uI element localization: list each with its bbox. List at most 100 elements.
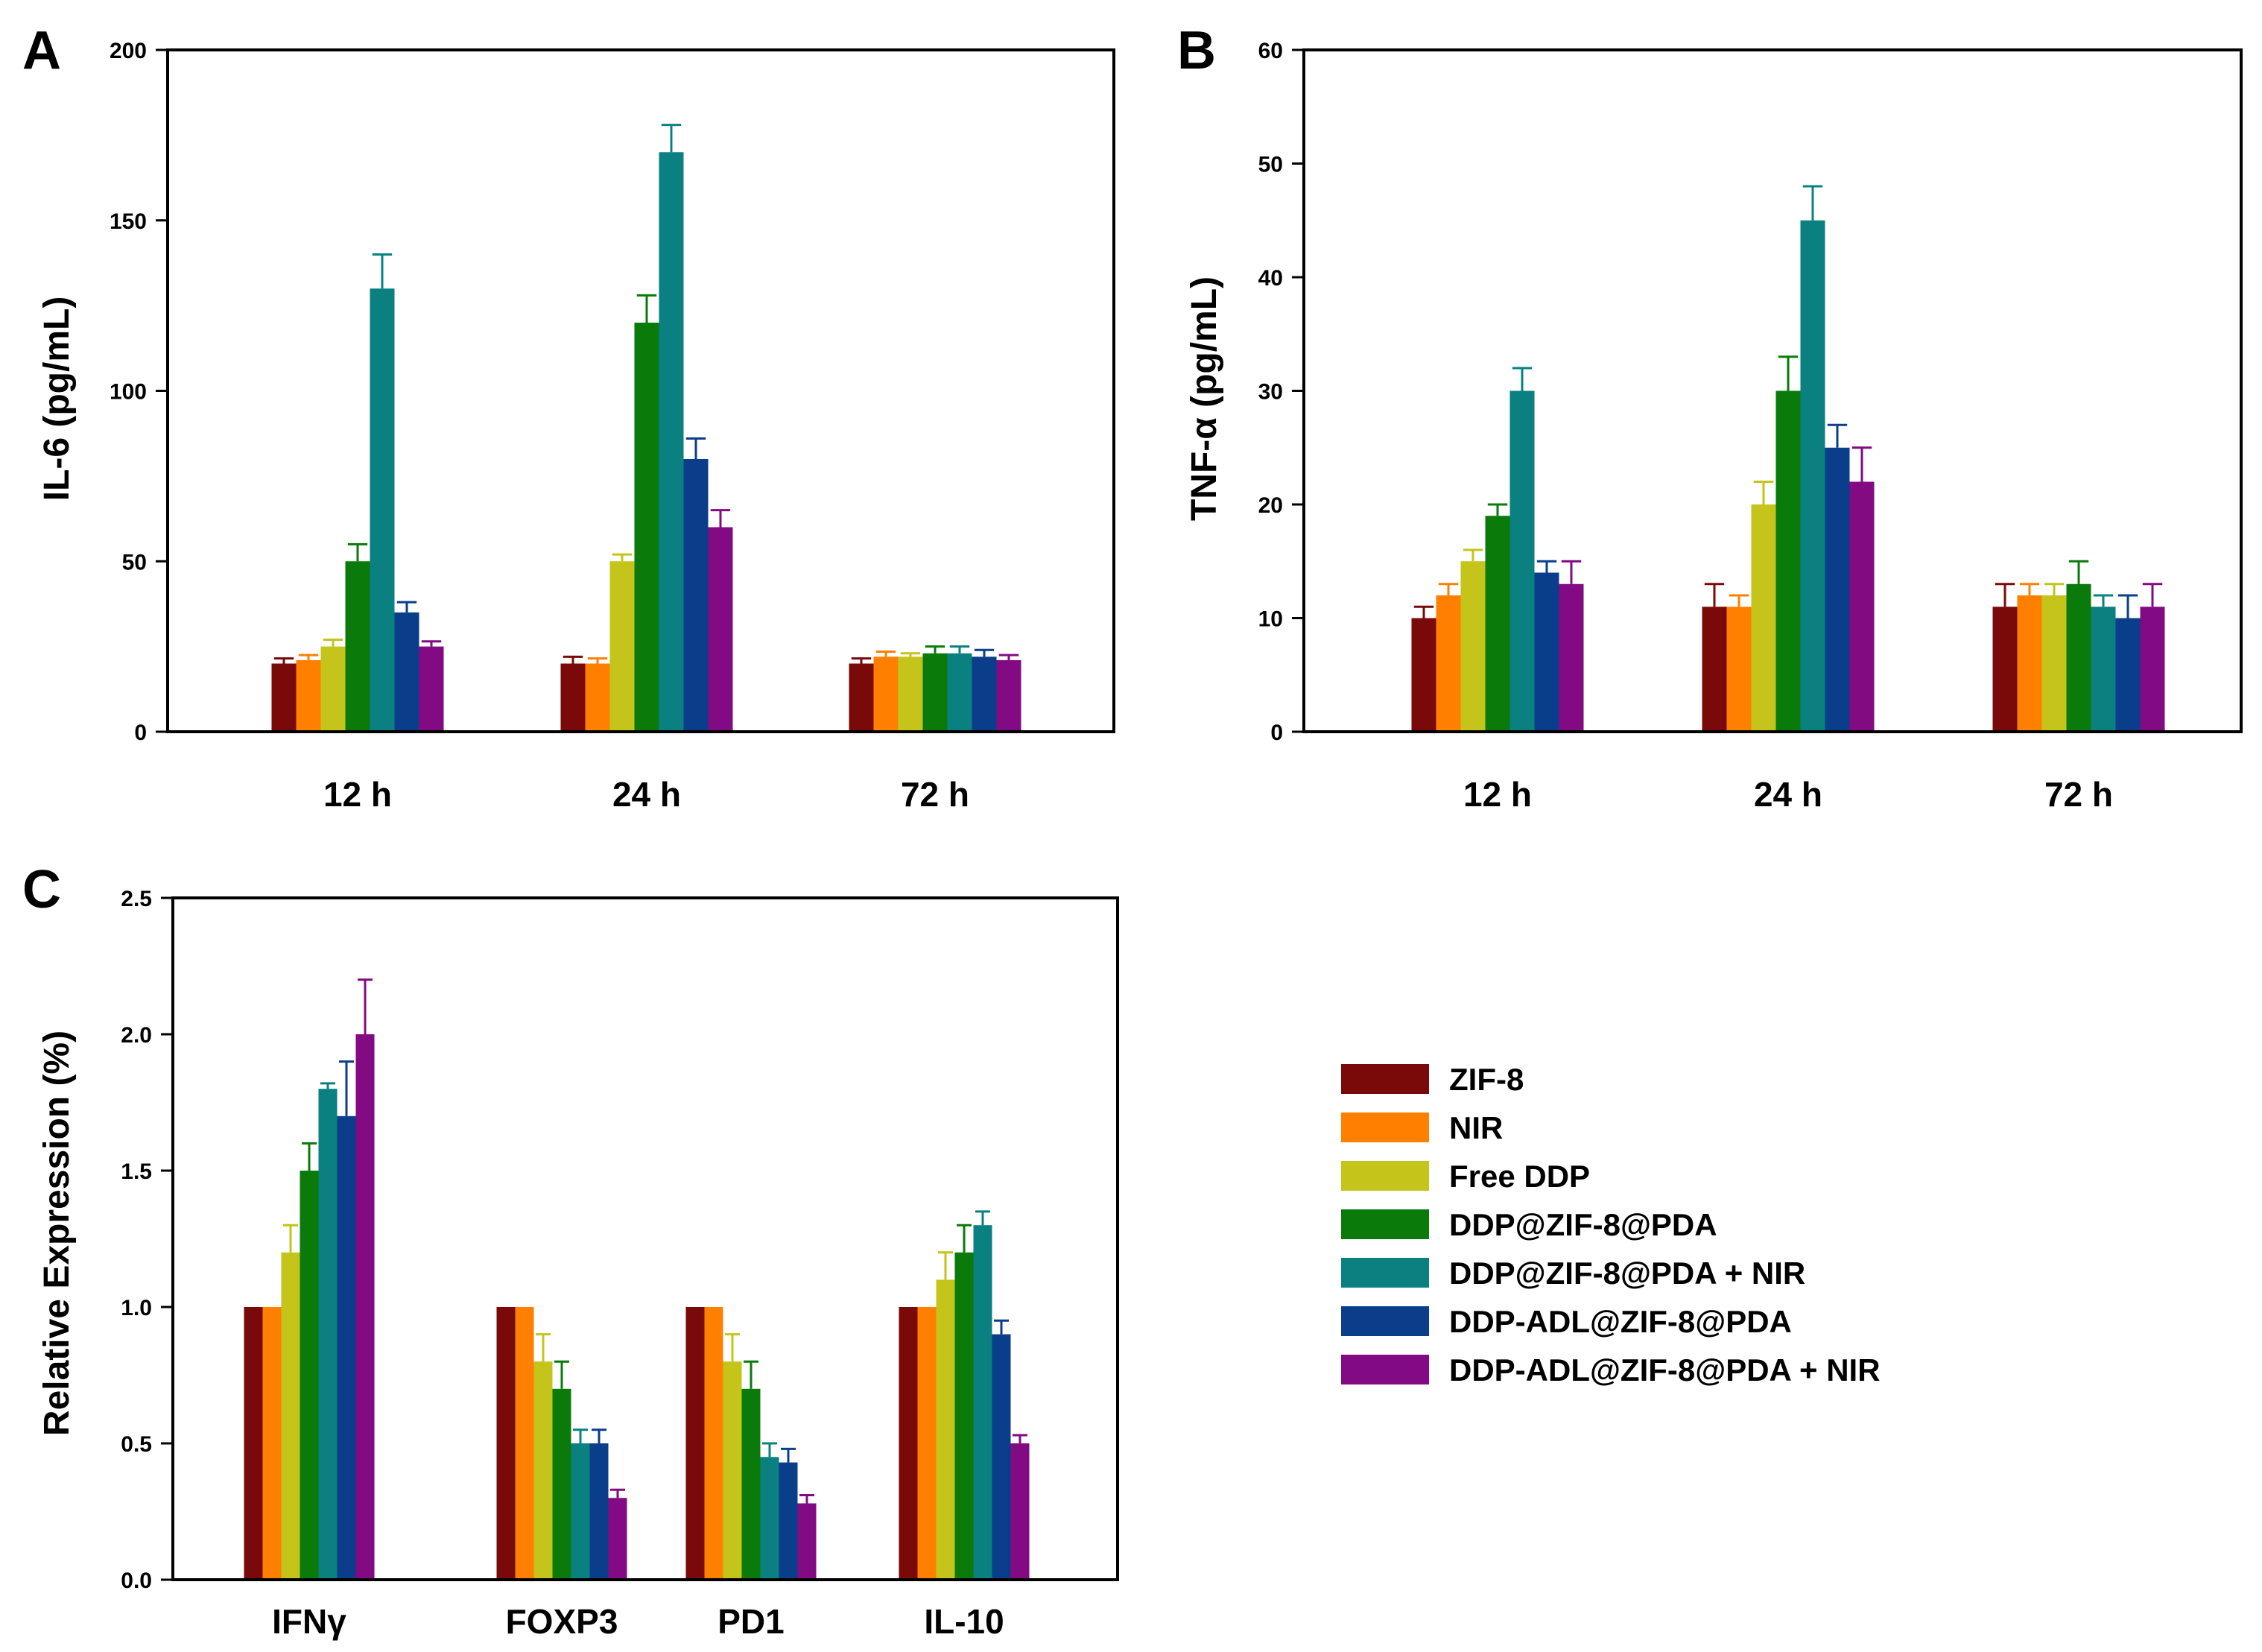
legend-swatch-ddp-adl-zif-8-pda [1341, 1306, 1429, 1336]
panel-c-y-tick-label: 2.0 [121, 1023, 152, 1048]
panel-c-bar-series-ddp-adl-zif-8-pda-nir-ifn [355, 1034, 375, 1580]
panel-a-bar-series-ddp-zif-8-pda-24-h [634, 323, 659, 732]
panel-c-frame [171, 896, 1119, 1581]
panel-c-y-tick-label: 1.0 [121, 1296, 152, 1320]
legend-swatch-free-ddp [1341, 1161, 1429, 1191]
panel-c-category-label-pd1: PD1 [717, 1602, 784, 1641]
panel-b-plot-area: 0 10 20 30 40 50 60 12 h 24 h 72 h [1258, 39, 2243, 814]
panel-c-bar-series-zif-8-ifn [244, 1307, 263, 1580]
panel-c-bar-series-nir-ifn [262, 1307, 282, 1580]
legend-label-ddp-adl-zif-8-pda-nir: DDP-ADL@ZIF-8@PDA + NIR [1449, 1352, 1881, 1387]
panel-b-bar-series-ddp-adl-zif-8-pda-12-h [1534, 572, 1559, 732]
panel-b-y-tick-label: 50 [1258, 153, 1283, 177]
panel-c-bar-series-ddp-adl-zif-8-pda-foxp3 [589, 1443, 609, 1580]
panel-b-bar-series-free-ddp-72-h [2041, 595, 2067, 732]
panel-c-letter: C [22, 860, 61, 920]
panel-a-bar-series-ddp-zif-8-pda-12-h [345, 561, 370, 732]
panel-a-bar-series-zif-8-12-h [271, 663, 297, 732]
panel-b-bar-series-ddp-zif-8-pda-24-h [1775, 390, 1801, 732]
panel-a-bar-series-zif-8-24-h [560, 663, 586, 732]
panel-c-bar-series-ddp-zif-8-pda-il-10 [954, 1252, 974, 1580]
panel-a-y-tick-label: 100 [110, 380, 147, 405]
legend-swatch-ddp-zif-8-pda [1341, 1209, 1429, 1239]
panel-b-y-tick-label: 60 [1258, 39, 1283, 63]
panel-c-y-tick-label: 1.5 [121, 1159, 152, 1184]
panel-c-bar-series-ddp-adl-zif-8-pda-il-10 [992, 1334, 1011, 1580]
panel-c-bar-series-zif-8-pd1 [685, 1307, 705, 1580]
legend-label-free-ddp: Free DDP [1449, 1159, 1590, 1194]
panel-c-bar-series-ddp-adl-zif-8-pda-ifn [337, 1115, 356, 1580]
panel-c-plot-area: 0.0 0.5 1.0 1.5 2.0 2.5 IFNγ FOXP3 PD1 IL-10 [121, 887, 1119, 1641]
panel-a-bar-series-ddp-adl-zif-8-pda-12-h [394, 612, 419, 732]
panel-b-bar-series-ddp-adl-zif-8-pda-nir-12-h [1559, 583, 1584, 732]
panel-c-bar-series-nir-foxp3 [515, 1307, 534, 1580]
panel-a-bar-series-ddp-adl-zif-8-pda-nir-72-h [996, 659, 1021, 732]
panel-a-y-axis-title: IL-6 (pg/mL) [37, 297, 77, 501]
panel-c-y-tick-label: 2.5 [121, 887, 152, 911]
panel-a-bar-series-ddp-adl-zif-8-pda-nir-12-h [419, 646, 444, 732]
panel-b-y-tick-label: 10 [1258, 607, 1283, 632]
legend-label-ddp-zif-8-pda-nir: DDP@ZIF-8@PDA + NIR [1449, 1256, 1805, 1291]
panel-a-bar-series-ddp-adl-zif-8-pda-24-h [683, 459, 709, 732]
panel-c-bar-series-ddp-zif-8-pda-nir-foxp3 [571, 1443, 590, 1580]
panel-b-bar-series-nir-24-h [1726, 607, 1752, 732]
panel-a-bar-series-free-ddp-24-h [609, 561, 635, 732]
panel-b-bar-series-ddp-adl-zif-8-pda-nir-24-h [1849, 481, 1875, 732]
panel-c-bar-series-ddp-zif-8-pda-nir-pd1 [760, 1457, 779, 1580]
panel-c-bar-series-free-ddp-ifn [281, 1252, 300, 1580]
panel-b-bar-series-ddp-adl-zif-8-pda-72-h [2115, 618, 2141, 732]
panel-a-category-label-72-h: 72 h [901, 775, 969, 814]
panel-b-y-tick-label: 30 [1258, 380, 1283, 405]
panel-b-bar-series-ddp-zif-8-pda-nir-24-h [1800, 220, 1825, 732]
panel-c-bar-series-zif-8-foxp3 [496, 1307, 516, 1580]
panel-b-y-tick-label: 0 [1270, 721, 1283, 745]
panel-c-category-label-il-10: IL-10 [924, 1602, 1004, 1641]
panel-a-bar-series-ddp-zif-8-pda-nir-24-h [659, 152, 684, 732]
panel-b-bar-series-ddp-zif-8-pda-72-h [2066, 583, 2091, 732]
legend-label-zif-8: ZIF-8 [1449, 1062, 1524, 1097]
panel-b-bar-series-zif-8-72-h [1992, 607, 2018, 732]
legend: ZIF-8 NIR Free DDP DDP@ZIF-8@PDA DDP@ZIF-8@P… [1341, 1062, 1881, 1387]
panel-a-letter: A [22, 21, 61, 80]
panel-c-bar-series-ddp-adl-zif-8-pda-nir-foxp3 [608, 1498, 627, 1580]
panel-a-bar-series-nir-72-h [873, 656, 899, 732]
panel-a-bar-series-nir-24-h [585, 663, 610, 732]
panel-a-y-tick-label: 200 [110, 39, 147, 63]
panel-c-bar-series-ddp-zif-8-pda-ifn [300, 1171, 319, 1580]
panel-a-bar-series-ddp-adl-zif-8-pda-nir-24-h [708, 527, 733, 732]
panel-a-bar-series-free-ddp-72-h [898, 656, 923, 732]
panel-b-bar-series-nir-12-h [1436, 595, 1461, 732]
legend-swatch-zif-8 [1341, 1064, 1429, 1094]
panel-a-bar-series-nir-12-h [296, 659, 321, 732]
panel-c-bar-series-ddp-zif-8-pda-nir-il-10 [973, 1225, 992, 1580]
panel-a-y-tick-label: 150 [110, 209, 147, 234]
panel-b-bar-series-zif-8-24-h [1702, 607, 1727, 732]
panel-b-bar-series-ddp-zif-8-pda-nir-72-h [2091, 607, 2116, 732]
panel-c-bar-series-ddp-adl-zif-8-pda-nir-pd1 [797, 1503, 817, 1580]
panel-c-bar-series-free-ddp-il-10 [936, 1279, 955, 1580]
panel-c-category-label-ifn: IFNγ [272, 1602, 346, 1641]
panel-c-bar-series-ddp-adl-zif-8-pda-pd1 [779, 1462, 798, 1580]
panel-c-bar-series-free-ddp-pd1 [723, 1361, 742, 1580]
panel-c-expression-chart: C Relative Expression (%) 0.0 0.5 1.0 1.5 2.… [22, 860, 1119, 1641]
panel-b-bar-series-ddp-adl-zif-8-pda-24-h [1825, 447, 1850, 732]
panel-b-bar-series-nir-72-h [2017, 595, 2042, 732]
panel-b-bar-series-ddp-zif-8-pda-nir-12-h [1509, 390, 1535, 732]
panel-a-plot-area: 0 50 100 150 200 12 h 24 h 72 h [110, 39, 1115, 814]
panel-c-bar-series-ddp-adl-zif-8-pda-nir-il-10 [1010, 1443, 1030, 1580]
panel-c-bar-series-nir-pd1 [704, 1307, 723, 1580]
panel-a-bar-series-ddp-zif-8-pda-nir-12-h [370, 288, 395, 732]
panel-b-bar-series-free-ddp-24-h [1751, 504, 1776, 732]
panel-c-y-tick-label: 0.5 [121, 1432, 152, 1457]
panel-b-category-label-72-h: 72 h [2044, 775, 2113, 814]
panel-a-category-label-24-h: 24 h [612, 775, 681, 814]
panel-b-category-label-12-h: 12 h [1463, 775, 1532, 814]
panel-a-il6-chart: A IL-6 (pg/mL) 0 50 100 150 200 12 h 24 h 72 h [22, 21, 1115, 814]
panel-a-bar-series-zif-8-72-h [849, 663, 874, 732]
panel-a-bar-series-ddp-zif-8-pda-nir-72-h [947, 653, 972, 732]
panel-b-y-axis-title: TNF-α (pg/mL) [1185, 276, 1224, 521]
panel-c-bar-series-zif-8-il-10 [899, 1307, 918, 1580]
panel-c-bar-series-nir-il-10 [917, 1307, 937, 1580]
panel-c-category-label-foxp3: FOXP3 [506, 1602, 618, 1641]
